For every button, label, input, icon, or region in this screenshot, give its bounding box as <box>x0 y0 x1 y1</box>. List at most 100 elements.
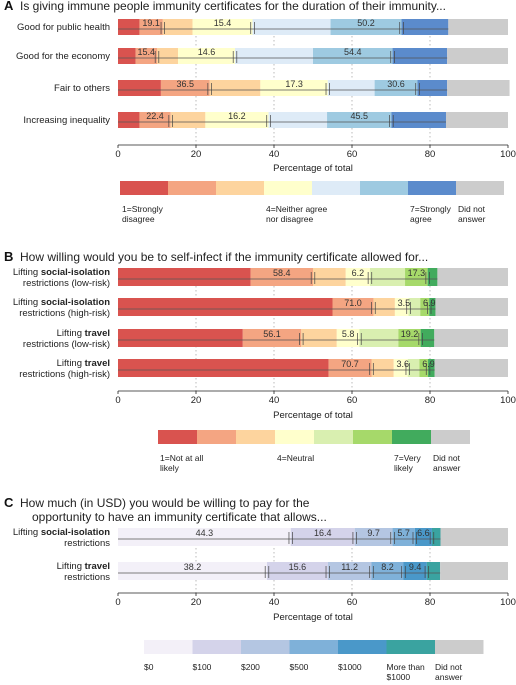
x-tick-label: 0 <box>115 149 120 160</box>
legend-label: Did not <box>458 204 486 214</box>
legend-label: 1=Strongly <box>122 204 164 214</box>
x-tick-label: 40 <box>269 597 280 608</box>
data-label: 9.7 <box>367 528 380 538</box>
bar-segment <box>327 80 375 96</box>
bar-row: 71.0 3.5 6.9 <box>118 298 508 316</box>
data-label: 15.4 <box>214 18 232 28</box>
legend-label: answer <box>435 672 463 682</box>
bar-segment <box>428 359 435 377</box>
panel-letter: C <box>4 495 14 510</box>
data-label: 17.3 <box>285 79 303 89</box>
bar-segment <box>434 359 508 377</box>
x-tick-label: 20 <box>191 597 202 608</box>
chart-title: Is giving immune people immunity certifi… <box>20 0 446 13</box>
bar-segment <box>445 112 508 128</box>
category-label-prefix: Lifting <box>13 297 41 308</box>
bar-row: 44.3 16.4 9.7 5.7 6.6 <box>118 528 508 546</box>
panel-c: C How much (in USD) you would be willing … <box>4 495 516 682</box>
panel-b: B How willing would you be to self-infect… <box>4 249 516 473</box>
bar-segment <box>118 19 140 35</box>
legend-label: agree <box>410 214 432 224</box>
x-tick-label: 0 <box>115 395 120 406</box>
bar-segment <box>178 48 235 64</box>
category-label-line2: restrictions <box>64 572 110 583</box>
bar-segment <box>419 359 429 377</box>
data-label: 3.6 <box>396 359 409 369</box>
legend-label: Did not <box>435 662 463 672</box>
bar-segment <box>405 268 428 286</box>
data-label: 30.6 <box>387 79 405 89</box>
data-label: 5.8 <box>342 329 355 339</box>
bar-segment <box>139 19 163 35</box>
legend-swatch <box>435 640 484 654</box>
bar-segment <box>268 112 328 128</box>
bar-segment <box>401 19 449 35</box>
data-label: 22.4 <box>146 111 164 121</box>
bar-segment <box>420 298 430 316</box>
bar-row: 15.4 14.6 54.4 <box>118 47 508 64</box>
x-tick-label: 0 <box>115 597 120 608</box>
category-label-bold: social-isolation <box>41 297 110 308</box>
data-label: 38.2 <box>184 562 202 572</box>
legend-label: $200 <box>241 662 260 672</box>
data-label: 17.3 <box>408 268 426 278</box>
bar-segment <box>403 562 427 580</box>
legend-swatch <box>360 181 408 195</box>
bar-segment <box>118 48 136 64</box>
data-label: 19.2 <box>401 329 419 339</box>
legend-swatch <box>431 430 470 444</box>
x-tick-label: 80 <box>425 149 436 160</box>
category-label: Lifting social-isolation <box>13 297 110 308</box>
data-label: 56.1 <box>263 329 281 339</box>
x-axis-label: Percentage of total <box>273 163 353 174</box>
bar-segment <box>354 528 393 546</box>
bar-segment <box>139 112 171 128</box>
category-label: Fair to others <box>54 83 110 94</box>
bar-segment <box>414 528 432 546</box>
x-tick-label: 20 <box>191 395 202 406</box>
bar-row: 38.2 15.6 11.2 8.2 9.4 <box>118 562 508 580</box>
data-label: 15.4 <box>138 47 156 57</box>
bar-row: 22.4 16.2 45.5 <box>118 111 508 128</box>
legend-swatch <box>216 181 264 195</box>
legend-label: $0 <box>144 662 154 672</box>
data-label: 3.5 <box>398 298 411 308</box>
legend-label: 7=Very <box>394 453 421 463</box>
legend-swatch <box>289 640 338 654</box>
bar-segment <box>427 268 438 286</box>
bar-segment <box>157 48 179 64</box>
bar-row: 56.1 5.8 19.2 <box>118 329 508 347</box>
x-tick-label: 60 <box>347 597 358 608</box>
panel-a: A Is giving immune people immunity certif… <box>4 0 516 224</box>
legend-label: $1000 <box>387 672 411 682</box>
panel-letter: A <box>4 0 14 13</box>
bar-segment <box>374 80 418 96</box>
bar-row: 70.7 3.6 6.9 <box>118 359 508 377</box>
bar-segment <box>205 112 269 128</box>
legend-label: $500 <box>290 662 309 672</box>
bar-segment <box>260 80 328 96</box>
bar-segment <box>330 19 402 35</box>
bar-segment <box>373 298 395 316</box>
legend-swatch <box>158 430 197 444</box>
legend-label: $100 <box>193 662 212 672</box>
category-label: Lifting travel <box>57 561 110 572</box>
data-label: 6.2 <box>352 268 365 278</box>
legend-swatch <box>392 430 431 444</box>
legend-swatch <box>241 640 290 654</box>
x-tick-label: 100 <box>500 149 516 160</box>
bar-segment <box>431 528 441 546</box>
data-label: 36.5 <box>177 79 195 89</box>
x-tick-label: 40 <box>269 149 280 160</box>
bar-segment <box>192 19 253 35</box>
legend-label: answer <box>433 463 461 473</box>
legend-swatch <box>192 640 241 654</box>
category-label: Lifting travel <box>57 358 110 369</box>
bar-segment <box>135 48 157 64</box>
bar-segment <box>429 298 436 316</box>
category-label: Lifting travel <box>57 328 110 339</box>
category-label-line2: restrictions (high-risk) <box>19 308 110 319</box>
legend-swatch <box>264 181 312 195</box>
category-label-line2: restrictions (low-risk) <box>23 278 110 289</box>
category-label-bold: travel <box>85 561 110 572</box>
